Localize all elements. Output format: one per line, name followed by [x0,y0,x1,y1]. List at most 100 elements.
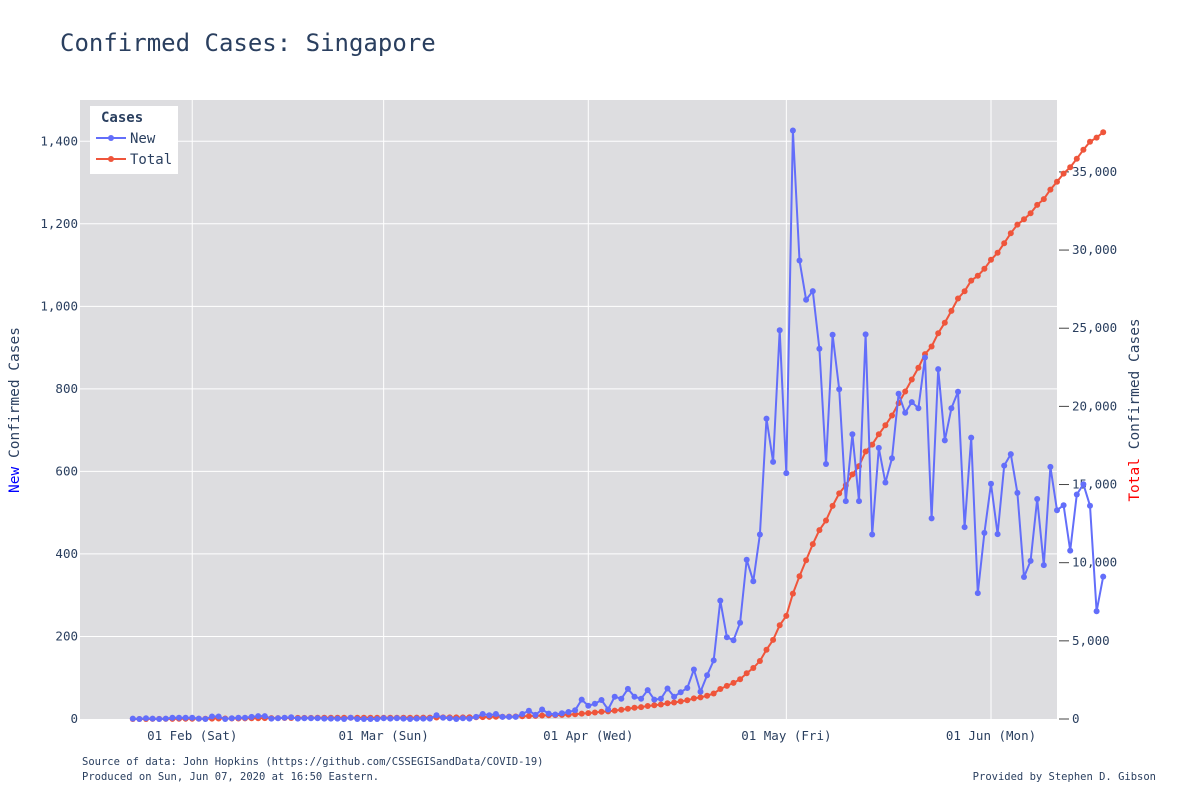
data-point-total [539,712,546,719]
data-point-total [1001,240,1008,247]
x-tick-label: 01 Feb (Sat) [147,728,237,743]
left-axis-title-suffix: Confirmed Cases [7,327,23,467]
data-point-total [902,388,909,395]
data-point-new [578,696,585,703]
data-point-new [684,685,691,691]
left-tick-label: 600 [55,463,78,478]
left-tick-label: 1,400 [40,133,78,148]
data-point-total [763,646,770,653]
data-point-total [697,694,704,701]
data-point-total [585,710,592,717]
data-point-total [935,330,942,337]
data-point-new [374,716,381,722]
data-point-total [908,376,915,383]
data-point-total [1100,129,1107,136]
x-tick-label: 01 May (Fri) [741,728,831,743]
right-axis-ticks: 0 5,000 10,000 15,000 20,000 25,000 30,000 35,0… [1059,164,1117,726]
data-point-new [341,716,348,722]
data-point-new [1021,574,1027,580]
data-point-new [143,715,149,722]
data-point-total [1093,134,1100,141]
data-point-total [1060,170,1067,177]
legend-item-total[interactable]: Total [96,152,172,168]
data-point-new [301,715,308,722]
data-point-new [988,480,994,487]
data-point-new [671,693,678,700]
data-point-total [750,665,757,671]
data-point-total [809,541,816,548]
data-point-new [222,716,229,722]
data-point-new [783,470,790,477]
data-point-total [730,679,737,686]
data-point-new [268,715,275,722]
data-point-new [492,711,499,717]
left-tick-label: 200 [55,628,78,643]
data-point-total [638,704,645,711]
data-point-new [149,715,156,722]
right-axis-title: Total Confirmed Cases [1127,318,1143,501]
data-point-new [327,715,334,722]
data-point-new [1007,451,1014,458]
data-point-new [354,716,361,722]
data-point-new [519,711,526,717]
data-point-total [737,676,744,683]
data-point-new [1060,502,1067,509]
left-tick-label: 400 [55,546,78,561]
data-point-new [215,713,222,720]
data-point-new [664,685,671,692]
legend: Cases New Total [90,106,178,174]
data-point-new [657,695,664,702]
chart-title: Confirmed Cases: Singapore [60,29,436,57]
data-point-new [334,715,341,722]
data-point-total [829,502,836,509]
data-point-total [651,702,658,709]
data-point-new [347,714,354,721]
data-point-new [1073,491,1080,498]
legend-new-label: New [130,131,156,147]
data-point-total [684,697,691,704]
data-point-new [776,327,783,334]
data-point-new [433,712,440,719]
data-point-new [189,714,196,721]
data-point-new [1087,502,1093,509]
data-point-total [611,707,618,714]
data-point-new [446,715,453,722]
data-point-new [968,434,975,441]
left-tick-label: 0 [70,711,78,726]
series-new [129,127,1107,722]
data-point-new [565,709,572,715]
data-point-new [393,715,400,722]
data-point-new [288,714,295,721]
data-point-new [690,666,697,673]
footer-produced-note: Produced on Sun, Jun 07, 2020 at 16:50 E… [82,771,379,783]
data-point-new [400,715,407,722]
data-point-new [407,716,414,722]
data-point-total [1021,216,1027,223]
data-point-total [525,713,532,719]
data-point-new [136,716,143,722]
data-point-new [803,296,810,303]
data-point-new [572,707,579,714]
data-point-total [816,527,823,534]
data-point-new [182,714,189,721]
data-point-total [862,448,869,455]
data-point-new [638,695,645,702]
data-point-total [974,272,981,279]
legend-total-label: Total [130,152,172,168]
data-point-total [988,256,994,263]
data-point-new [849,431,856,438]
data-point-new [922,354,928,361]
data-point-new [525,707,532,714]
legend-total-swatch-marker [108,156,114,162]
data-point-total [591,709,598,716]
data-point-new [440,714,447,721]
data-point-new [598,697,605,703]
data-point-new [889,455,895,462]
data-point-total [756,658,763,664]
data-point-new [823,461,829,467]
left-tick-label: 800 [55,381,78,396]
data-point-new [545,710,552,717]
legend-item-new[interactable]: New [96,131,156,147]
grid-lines [80,100,1057,719]
data-point-total [624,705,631,712]
